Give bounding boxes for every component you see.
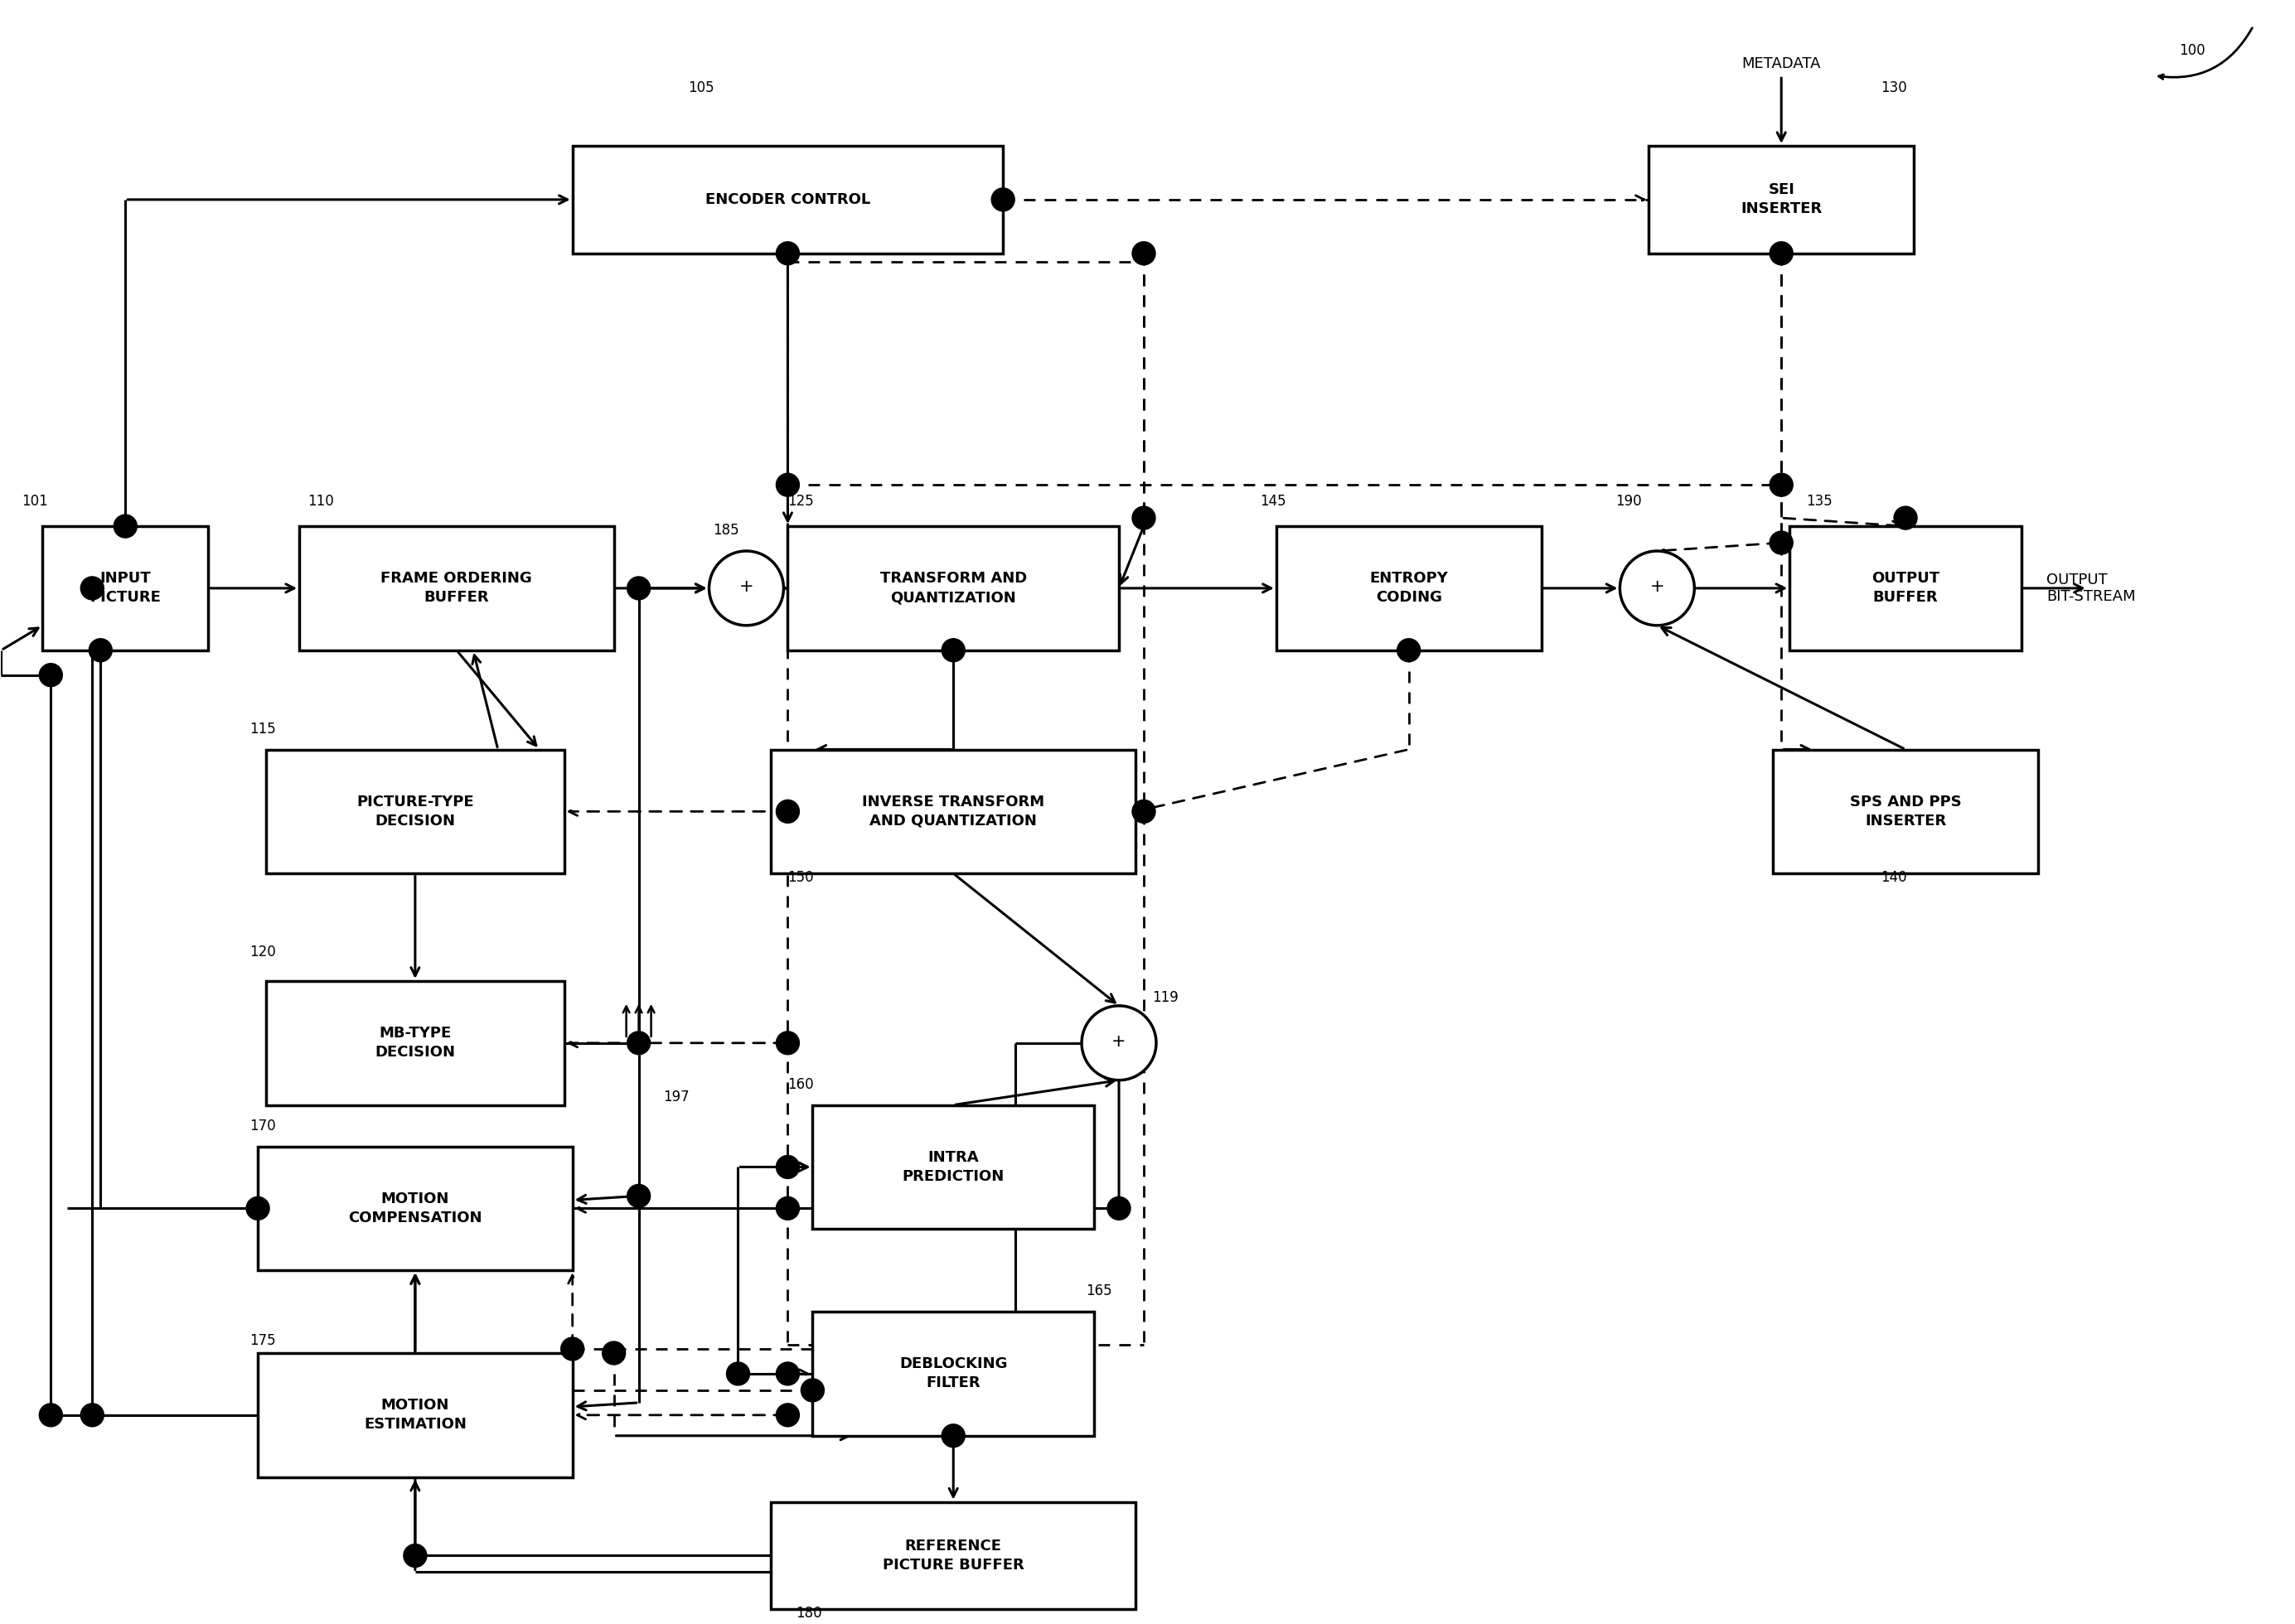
Text: DEBLOCKING
FILTER: DEBLOCKING FILTER <box>900 1356 1008 1390</box>
Text: 160: 160 <box>787 1077 815 1091</box>
FancyBboxPatch shape <box>771 749 1136 874</box>
Text: PICTURE-TYPE
DECISION: PICTURE-TYPE DECISION <box>356 794 473 828</box>
FancyBboxPatch shape <box>298 526 613 650</box>
Circle shape <box>776 473 799 497</box>
Circle shape <box>776 801 799 823</box>
Circle shape <box>776 1197 799 1220</box>
FancyBboxPatch shape <box>1774 749 2038 874</box>
FancyBboxPatch shape <box>257 1147 571 1270</box>
FancyBboxPatch shape <box>571 146 1003 253</box>
Circle shape <box>1769 531 1792 554</box>
Circle shape <box>801 1379 824 1402</box>
Text: 101: 101 <box>23 494 48 508</box>
Text: 190: 190 <box>1616 494 1641 508</box>
Circle shape <box>776 242 799 265</box>
Circle shape <box>1398 638 1421 663</box>
Text: 197: 197 <box>663 1090 691 1104</box>
Circle shape <box>728 1363 750 1385</box>
Text: +: + <box>1650 578 1664 594</box>
Text: 125: 125 <box>787 494 815 508</box>
Circle shape <box>941 1424 964 1447</box>
Text: SEI
INSERTER: SEI INSERTER <box>1740 182 1822 216</box>
Text: SPS AND PPS
INSERTER: SPS AND PPS INSERTER <box>1850 794 1962 828</box>
Circle shape <box>39 664 62 687</box>
Text: 150: 150 <box>787 870 815 885</box>
Circle shape <box>991 188 1014 211</box>
Text: FRAME ORDERING
BUFFER: FRAME ORDERING BUFFER <box>381 572 532 606</box>
FancyBboxPatch shape <box>44 526 209 650</box>
Circle shape <box>627 1031 649 1054</box>
Text: MOTION
COMPENSATION: MOTION COMPENSATION <box>349 1192 482 1224</box>
Text: 180: 180 <box>796 1606 822 1621</box>
Circle shape <box>627 577 649 599</box>
FancyBboxPatch shape <box>812 1104 1095 1229</box>
Circle shape <box>776 1155 799 1179</box>
Text: +: + <box>739 578 753 594</box>
Circle shape <box>1081 1005 1157 1080</box>
Text: 185: 185 <box>714 523 739 538</box>
Text: 165: 165 <box>1086 1283 1113 1299</box>
Text: 110: 110 <box>308 494 333 508</box>
Circle shape <box>1769 473 1792 497</box>
Circle shape <box>709 551 783 625</box>
FancyBboxPatch shape <box>771 1502 1136 1609</box>
Text: 105: 105 <box>688 81 714 96</box>
FancyBboxPatch shape <box>1648 146 1914 253</box>
Text: 140: 140 <box>1880 870 1907 885</box>
Text: ENTROPY
CODING: ENTROPY CODING <box>1370 572 1448 606</box>
Circle shape <box>1131 507 1154 529</box>
Text: MOTION
ESTIMATION: MOTION ESTIMATION <box>365 1398 466 1432</box>
Circle shape <box>776 1031 799 1054</box>
FancyBboxPatch shape <box>1276 526 1542 650</box>
Circle shape <box>404 1544 427 1567</box>
Text: 135: 135 <box>1806 494 1831 508</box>
Text: 130: 130 <box>1880 81 1907 96</box>
Text: OUTPUT
BIT-STREAM: OUTPUT BIT-STREAM <box>2047 572 2134 604</box>
FancyBboxPatch shape <box>266 981 565 1104</box>
Text: MB-TYPE
DECISION: MB-TYPE DECISION <box>374 1026 454 1060</box>
Circle shape <box>1131 242 1154 265</box>
Text: 175: 175 <box>250 1333 275 1348</box>
Circle shape <box>80 577 103 599</box>
Circle shape <box>39 1403 62 1426</box>
Circle shape <box>80 1403 103 1426</box>
Circle shape <box>1769 242 1792 265</box>
Circle shape <box>1893 507 1916 529</box>
Circle shape <box>601 1341 627 1364</box>
FancyBboxPatch shape <box>257 1353 571 1478</box>
Text: 100: 100 <box>2178 44 2205 58</box>
Circle shape <box>1108 1197 1131 1220</box>
Circle shape <box>776 1403 799 1426</box>
Circle shape <box>1620 551 1694 625</box>
Text: TRANSFORM AND
QUANTIZATION: TRANSFORM AND QUANTIZATION <box>879 572 1026 606</box>
Circle shape <box>1131 801 1154 823</box>
Circle shape <box>941 638 964 663</box>
Text: INTRA
PREDICTION: INTRA PREDICTION <box>902 1150 1005 1184</box>
Circle shape <box>627 1184 649 1208</box>
Text: ENCODER CONTROL: ENCODER CONTROL <box>705 192 870 206</box>
FancyBboxPatch shape <box>1790 526 2022 650</box>
Text: INVERSE TRANSFORM
AND QUANTIZATION: INVERSE TRANSFORM AND QUANTIZATION <box>863 794 1044 828</box>
Text: +: + <box>1111 1033 1127 1049</box>
Text: REFERENCE
PICTURE BUFFER: REFERENCE PICTURE BUFFER <box>884 1538 1024 1572</box>
Text: 120: 120 <box>250 945 275 960</box>
Circle shape <box>560 1337 583 1361</box>
Circle shape <box>776 1363 799 1385</box>
FancyBboxPatch shape <box>266 749 565 874</box>
Circle shape <box>90 638 112 663</box>
Text: OUTPUT
BUFFER: OUTPUT BUFFER <box>1870 572 1939 606</box>
Text: 145: 145 <box>1260 494 1285 508</box>
Circle shape <box>246 1197 269 1220</box>
Text: METADATA: METADATA <box>1742 57 1820 71</box>
FancyBboxPatch shape <box>787 526 1120 650</box>
Text: 170: 170 <box>250 1119 275 1134</box>
FancyBboxPatch shape <box>812 1312 1095 1436</box>
Circle shape <box>115 515 138 538</box>
Text: 115: 115 <box>250 721 275 736</box>
Text: 119: 119 <box>1152 991 1177 1005</box>
Text: INPUT
PICTURE: INPUT PICTURE <box>90 572 161 606</box>
